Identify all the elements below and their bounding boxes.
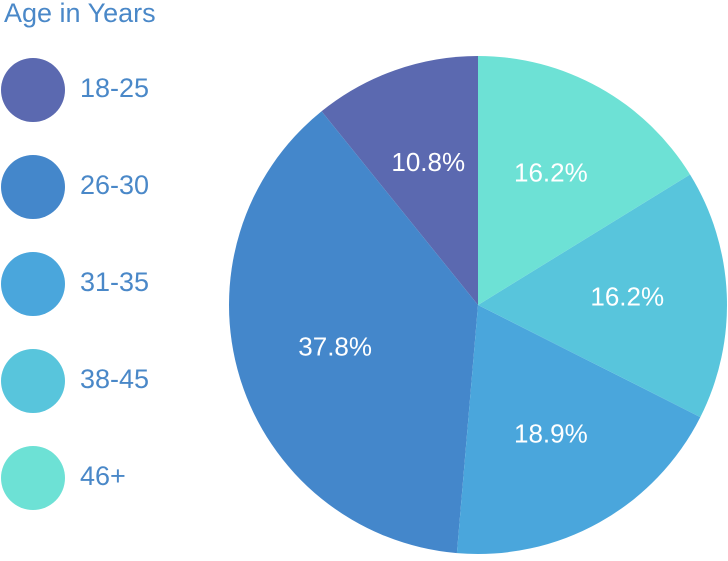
legend-swatch xyxy=(1,349,65,413)
slice-label: 16.2% xyxy=(590,282,664,312)
legend-swatch xyxy=(1,155,65,219)
chart-title: Age in Years xyxy=(4,0,156,28)
pie-slice xyxy=(321,56,478,305)
legend-label: 46+ xyxy=(80,461,126,491)
legend-label: 38-45 xyxy=(80,364,149,394)
pie-slice xyxy=(228,111,478,554)
legend-label: 26-30 xyxy=(80,170,149,200)
legend-swatch xyxy=(1,446,65,510)
slice-label: 16.2% xyxy=(514,157,588,187)
pie-slice xyxy=(478,56,691,305)
legend-swatch xyxy=(1,58,65,122)
legend-label: 18-25 xyxy=(80,73,149,103)
legend-label: 31-35 xyxy=(80,267,149,297)
pie-slice xyxy=(478,174,727,418)
pie-slice xyxy=(456,305,701,554)
slice-label: 37.8% xyxy=(298,332,372,362)
slice-label: 10.8% xyxy=(391,147,465,177)
legend-swatch xyxy=(1,252,65,316)
slice-label: 18.9% xyxy=(514,418,588,448)
